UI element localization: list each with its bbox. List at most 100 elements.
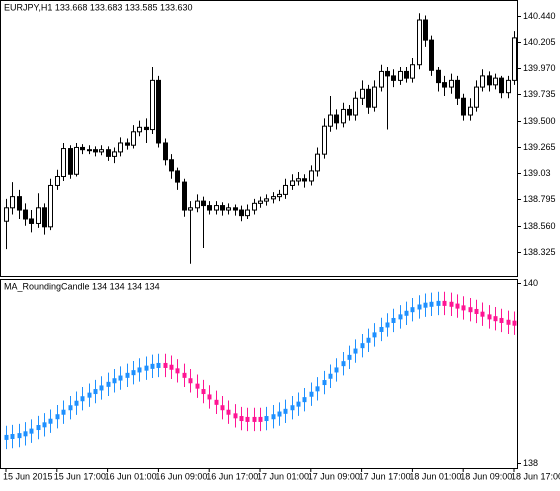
indicator-body [112,378,117,384]
indicator-body [264,416,269,422]
candle-body [442,82,447,88]
candle-body [233,207,238,211]
candle-body [125,142,130,146]
indicator-body [499,317,504,323]
indicator-body [106,381,111,387]
indicator-body [322,380,327,386]
x-tick-label: 18 Jun 01:00 [409,471,461,481]
candle-body [277,193,282,198]
indicator-body [385,322,390,328]
indicator-body [398,314,403,320]
candle-body [74,146,79,175]
candle-body [417,19,422,66]
candle-body [334,114,339,124]
indicator-body [188,378,193,384]
candle-body [201,200,206,207]
indicator-body [290,405,295,411]
candle-body [309,170,314,182]
candle-body [474,86,479,108]
candle-body [341,108,346,124]
indicator-body [207,394,212,400]
indicator-body [48,418,53,424]
x-tick-label: 17 Jun 09:00 [308,471,360,481]
x-tick-label: 15 Jun 17:00 [54,471,106,481]
candle-body [150,79,155,131]
candle-body [493,77,498,86]
x-tick-label: 15 Jun 2015 [3,471,53,481]
indicator-body [80,396,85,402]
candle-body [99,149,104,153]
indicator-body [366,337,371,343]
candle-body [423,19,428,41]
main-pane [0,0,518,277]
y-tick-label: 140.440 [523,11,556,21]
candle-body [271,196,276,200]
candle-body [137,126,142,133]
candle-body [118,142,123,153]
y-tick-label: 138 [523,458,538,468]
candle-body [106,149,111,157]
candle-body [322,125,327,155]
indicator-body [302,397,307,403]
indicator-body [334,367,339,373]
indicator-body [404,310,409,316]
candle-body [87,149,92,152]
candle-body [487,75,492,86]
indicator-body [277,411,282,417]
indicator-body [328,373,333,379]
candle-body [93,149,98,153]
candle-body [195,200,200,209]
candle-body [207,205,212,211]
candle-body [131,131,136,146]
indicator-body [163,362,168,368]
candle-body [252,202,257,211]
candle-body [455,79,460,99]
indicator-body [353,348,358,354]
indicator-pane [0,279,518,469]
candle-body [379,70,384,88]
candle-body [264,198,269,202]
indicator-body [506,319,511,325]
candle-body [42,207,47,228]
indicator-body [372,332,377,338]
candle-body [29,218,34,224]
indicator-body [4,434,9,440]
y-tick-label: 138.795 [523,194,556,204]
candle-body [17,196,22,211]
candle-body [156,79,161,144]
indicator-body [442,300,447,306]
indicator-body [245,416,250,422]
candle-body [290,180,295,186]
indicator-body [487,314,492,320]
candle-body [366,88,371,108]
candle-body [347,108,352,116]
indicator-body [175,368,180,374]
candle-body [461,97,466,116]
x-tick-label: 18 Jun 09:00 [460,471,512,481]
indicator-body [36,425,41,431]
candle-body [283,184,288,195]
indicator-body [379,326,384,332]
y-tick-label: 138.560 [523,221,556,231]
indicator-body [410,307,415,313]
candle-body [48,184,53,228]
indicator-body [461,305,466,311]
candle-body [480,75,485,88]
candle-body [169,159,174,172]
candle-body [245,209,250,217]
candle-body [220,205,225,211]
indicator-body [23,431,28,437]
candle-body [258,200,263,204]
x-tick-label: 16 Jun 17:00 [206,471,258,481]
indicator-body [474,308,479,314]
indicator-body [150,363,155,369]
candle-body [144,126,149,131]
candle-body [353,97,358,116]
y-tick-label: 139.265 [523,142,556,152]
y-tick-label: 140.205 [523,37,556,47]
indicator-body [201,389,206,395]
indicator-body [87,392,92,398]
candle-body [61,148,66,178]
x-tick-label: 18 Jun 17:00 [511,471,560,481]
indicator-body [169,364,174,370]
